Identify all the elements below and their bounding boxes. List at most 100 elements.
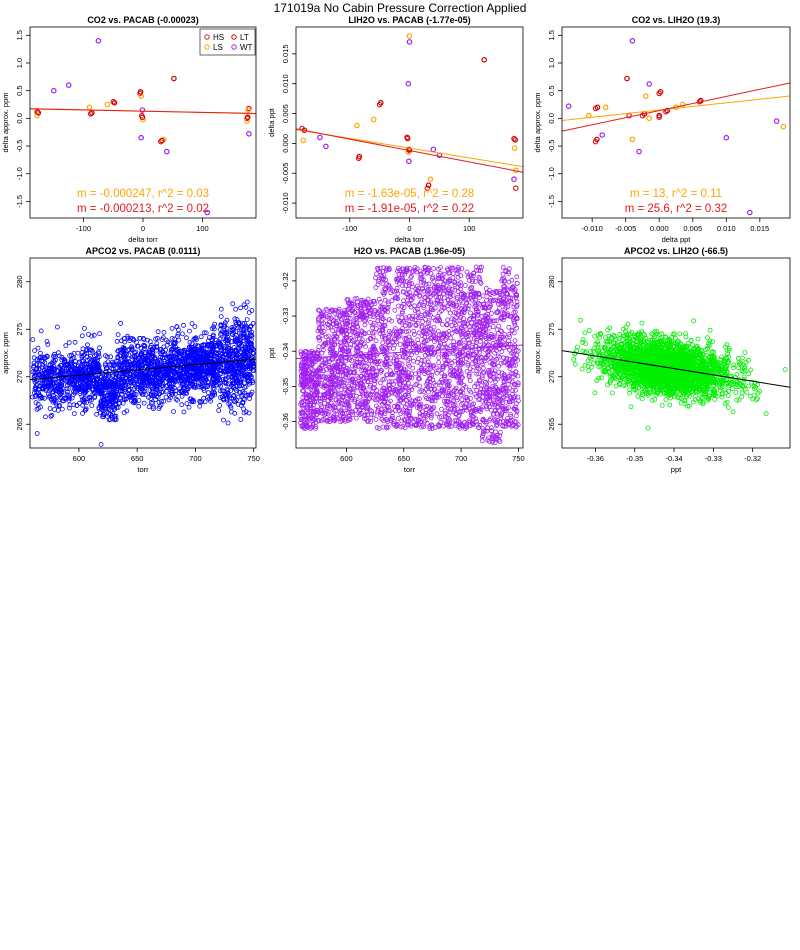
data-point: [246, 310, 252, 316]
data-point: [59, 406, 65, 412]
data-point: [225, 390, 231, 396]
data-point: [159, 382, 165, 388]
page-title: 171019a No Cabin Pressure Correction App…: [273, 1, 527, 15]
y-tick-label: -1.5: [15, 195, 24, 208]
data-point: [55, 324, 60, 330]
data-point: [565, 103, 572, 110]
data-point: [249, 341, 255, 347]
data-point: [244, 371, 250, 377]
data-point: [224, 317, 230, 323]
data-point: [242, 321, 248, 326]
y-tick-label: 1.0: [547, 58, 556, 68]
y-tick-label: 275: [15, 323, 24, 336]
data-point: [394, 285, 400, 291]
data-point: [505, 416, 511, 421]
data-point: [88, 382, 93, 388]
data-point: [172, 371, 178, 376]
data-point: [161, 355, 167, 361]
data-point: [34, 367, 39, 372]
data-point: [189, 347, 195, 353]
data-point: [82, 365, 88, 370]
data-point: [47, 406, 53, 411]
data-point: [89, 365, 95, 370]
x-tick-label: 100: [463, 224, 476, 233]
data-point: [100, 408, 106, 414]
data-point: [511, 135, 517, 142]
data-point: [248, 323, 254, 329]
y-tick-label: 265: [15, 418, 24, 431]
data-point: [84, 350, 90, 356]
data-point: [185, 378, 191, 384]
y-tick-label: 0.000: [281, 134, 290, 153]
data-point: [60, 375, 66, 381]
data-point: [169, 391, 175, 397]
data-point: [222, 343, 228, 349]
y-tick-label: -0.005: [281, 163, 290, 184]
data-point: [56, 364, 62, 370]
data-point: [160, 383, 166, 389]
data-point: [237, 362, 243, 368]
y-tick-label: 1.5: [15, 30, 24, 40]
data-point: [480, 365, 486, 371]
data-point: [112, 383, 118, 389]
data-point: [247, 340, 252, 346]
data-point: [599, 132, 606, 138]
data-point: [30, 369, 36, 375]
data-point: [168, 375, 174, 381]
data-point: [228, 348, 234, 354]
data-point: [247, 396, 253, 401]
data-point: [86, 376, 92, 382]
x-tick-label: 0.015: [750, 224, 769, 233]
fit-line: [296, 128, 523, 173]
data-point: [646, 81, 653, 87]
data-point: [223, 372, 229, 378]
data-point: [205, 394, 211, 400]
data-point: [110, 98, 117, 105]
data-point: [217, 377, 223, 383]
data-point: [89, 403, 95, 408]
data-point: [106, 378, 112, 384]
data-point: [183, 390, 189, 396]
x-tick-label: 0.000: [650, 224, 669, 233]
data-point: [746, 209, 753, 216]
data-point: [159, 390, 165, 395]
series-lt: [35, 75, 251, 144]
data-point: [88, 353, 93, 359]
data-point: [115, 354, 121, 360]
data-point: [96, 384, 102, 390]
data-point: [116, 374, 122, 380]
data-point: [45, 341, 51, 347]
data-point: [212, 392, 218, 398]
data-point: [316, 320, 322, 326]
legend-marker: [204, 34, 210, 40]
x-axis-label: delta ppt: [662, 235, 692, 244]
data-point: [119, 377, 124, 383]
data-point: [34, 112, 40, 119]
data-point: [197, 356, 203, 362]
data-point: [636, 148, 642, 155]
data-point: [52, 354, 58, 360]
data-point: [108, 354, 113, 360]
legend-label: LS: [213, 43, 223, 52]
data-point: [106, 406, 112, 412]
data-point: [436, 343, 442, 349]
data-point: [192, 373, 197, 379]
x-tick-label: -100: [342, 224, 357, 233]
x-axis-label: delta torr: [395, 235, 425, 244]
x-tick-label: 750: [247, 454, 260, 463]
data-point: [80, 368, 86, 374]
data-point: [134, 343, 140, 349]
data-point: [192, 324, 198, 330]
data-point: [182, 351, 188, 357]
data-point: [386, 342, 392, 348]
data-point: [238, 417, 244, 422]
data-point: [195, 366, 201, 372]
data-point: [157, 349, 163, 355]
data-point: [238, 380, 244, 386]
plot-area: [296, 264, 523, 446]
data-point: [51, 359, 57, 365]
data-point: [166, 397, 172, 403]
data-point: [220, 388, 226, 394]
data-point: [138, 376, 144, 382]
fit-annotation: m = -0.000213, r^2 = 0.02: [77, 203, 209, 215]
